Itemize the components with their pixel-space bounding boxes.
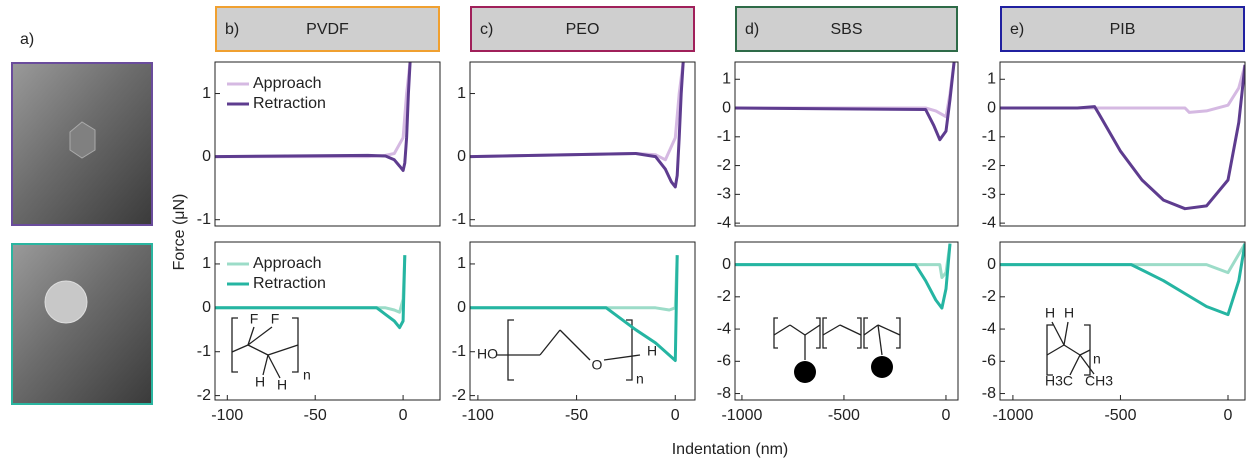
x-tick-label: -1000 [721, 407, 762, 424]
group: CH3 [1085, 373, 1113, 389]
curve [1000, 65, 1245, 209]
y-tick-label: -1 [717, 128, 731, 145]
y-tick-label: -1 [197, 211, 211, 228]
legend-label: Retraction [253, 275, 326, 292]
y-tick-label: 0 [202, 148, 211, 165]
x-tick-label: 0 [1224, 407, 1233, 424]
y-tick-label: 0 [987, 256, 996, 273]
legend-label: Approach [253, 75, 322, 92]
curve [1000, 244, 1245, 273]
x-tick-label: -500 [828, 407, 860, 424]
curve [735, 244, 950, 278]
y-tick-label: -3 [717, 186, 731, 203]
y-tick-label: -2 [982, 288, 996, 305]
x-tick-label: -100 [211, 407, 243, 424]
y-tick-label: 1 [987, 70, 996, 87]
header-letter: d) [745, 21, 759, 38]
curve [735, 244, 950, 309]
group: H3C [1045, 373, 1073, 389]
y-tick-label: 1 [457, 85, 466, 102]
header-letter: c) [480, 21, 493, 38]
y-tick-label: 1 [202, 85, 211, 102]
y-tick-label: 0 [202, 299, 211, 316]
axes-frame [470, 62, 695, 226]
y-tick-label: -1 [452, 343, 466, 360]
atom: H [1045, 305, 1055, 321]
y-tick-label: 1 [722, 70, 731, 87]
peo-structure: HO O H n [477, 320, 657, 387]
y-tick-label: -1 [197, 343, 211, 360]
y-tick-label: -1 [452, 211, 466, 228]
y-tick-label: 0 [722, 99, 731, 116]
y-tick-label: -8 [982, 385, 996, 402]
y-tick-label: -2 [452, 387, 466, 404]
x-tick-label: 0 [942, 407, 951, 424]
x-tick-label: -50 [304, 407, 327, 424]
y-tick-label: 0 [987, 99, 996, 116]
y-tick-label: 0 [457, 148, 466, 165]
axes-frame [735, 62, 958, 226]
x-tick-label: 0 [399, 407, 408, 424]
header-name: PEO [566, 21, 600, 38]
legend-label: Approach [253, 255, 322, 272]
y-tick-label: -4 [717, 320, 731, 337]
curve [735, 62, 954, 140]
y-tick-label: -6 [717, 353, 731, 370]
y-tick-label: -1 [982, 128, 996, 145]
y-axis-label: Force (μN) [171, 194, 188, 271]
header-name: PVDF [306, 21, 349, 38]
subscript: n [1093, 351, 1101, 367]
x-tick-label: -50 [565, 407, 588, 424]
curve [470, 255, 677, 310]
figure: a) Force (μN) Indentation (nm) F F H H n… [0, 0, 1248, 462]
atom: H [277, 377, 287, 393]
subscript: n [636, 371, 644, 387]
y-tick-label: 0 [457, 299, 466, 316]
panel-label: a) [20, 31, 34, 48]
x-tick-label: 0 [671, 407, 680, 424]
atom: H [255, 374, 265, 390]
y-tick-label: -2 [982, 157, 996, 174]
header-name: PIB [1110, 21, 1136, 38]
y-tick-label: -2 [717, 157, 731, 174]
curve [1000, 244, 1245, 315]
y-tick-label: -3 [982, 186, 996, 203]
axes-frame [1000, 62, 1245, 226]
atom: F [250, 311, 259, 327]
header-letter: e) [1010, 21, 1024, 38]
page: a) Force (μN) Indentation (nm) F F H H n… [0, 0, 1248, 462]
atom: H [1064, 305, 1074, 321]
atom: HO [477, 346, 498, 362]
axes-frame [470, 242, 695, 400]
curve [1000, 65, 1245, 113]
atom: H [647, 343, 657, 359]
header-name: SBS [830, 21, 862, 38]
y-tick-label: -4 [982, 214, 996, 231]
pib-structure: H H n H3C CH3 [1045, 305, 1113, 389]
sphere-tip [45, 281, 87, 323]
y-tick-label: -4 [717, 214, 731, 231]
y-tick-label: -4 [982, 320, 996, 337]
y-tick-label: 1 [457, 255, 466, 272]
y-tick-label: -8 [717, 385, 731, 402]
header-letter: b) [225, 21, 239, 38]
curve [470, 62, 683, 187]
sem-image [12, 244, 152, 404]
y-tick-label: -2 [197, 387, 211, 404]
x-tick-label: -1000 [992, 407, 1033, 424]
x-tick-label: -500 [1104, 407, 1136, 424]
x-axis-label: Indentation (nm) [672, 441, 789, 458]
atom: O [592, 357, 603, 373]
y-tick-label: 0 [722, 256, 731, 273]
y-tick-label: 1 [202, 255, 211, 272]
curve [470, 62, 683, 160]
x-tick-label: -100 [462, 407, 494, 424]
sbs-structure [774, 318, 900, 383]
subscript: n [303, 367, 311, 383]
pvdf-structure: F F H H n [232, 311, 311, 393]
atom: F [271, 311, 280, 327]
legend-label: Retraction [253, 95, 326, 112]
y-tick-label: -6 [982, 353, 996, 370]
y-tick-label: -2 [717, 288, 731, 305]
